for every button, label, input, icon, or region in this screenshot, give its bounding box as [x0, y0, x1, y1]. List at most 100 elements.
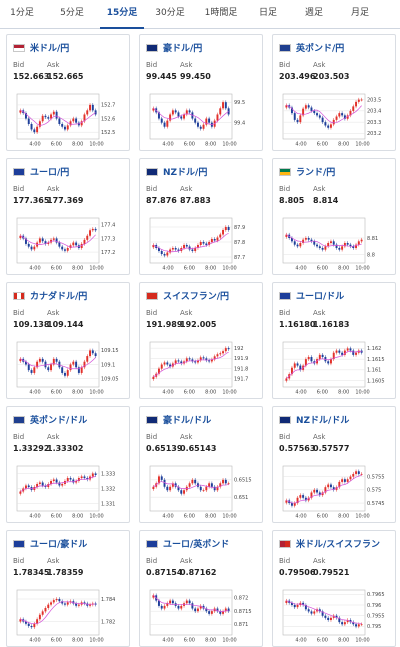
candlestick-chart[interactable]: 0.6515 0.651 4:00 6:00 8:00 10:00 — [146, 463, 258, 519]
currency-pair-label: 英ポンド/円 — [296, 44, 345, 54]
candle-body — [227, 348, 230, 350]
currency-pair-title[interactable]: 英ポンド/円 — [279, 41, 345, 54]
currency-pair-title[interactable]: 豪ドル/ドル — [146, 413, 211, 426]
x-tick-label: 4:00 — [162, 266, 173, 272]
bid-ask-labels: Bid Ask — [279, 309, 347, 317]
flag-icon — [279, 416, 291, 424]
currency-pair-label: ユーロ/円 — [30, 168, 70, 178]
rate-card[interactable]: 米ドル/円 Bid Ask 152.663152.665 152.7 152.6 152.5… — [6, 34, 130, 151]
currency-pair-title[interactable]: NZドル/円 — [146, 165, 207, 178]
plot-frame — [282, 93, 366, 140]
candle-body — [293, 605, 296, 608]
tab-1hour[interactable]: 1時間足 — [204, 8, 238, 18]
candle-body — [75, 603, 78, 606]
candle-body — [210, 611, 213, 614]
candlestick-chart[interactable]: 0.872 0.8715 0.871 4:00 6:00 8:00 10:00 — [146, 587, 258, 643]
x-tick-label: 6:00 — [51, 514, 62, 520]
currency-pair-title[interactable]: 豪ドル/円 — [146, 41, 202, 54]
candlestick-chart[interactable]: 8.81 8.8 4:00 6:00 8:00 10:00 — [279, 215, 391, 271]
y-tick-label: 177.2 — [101, 250, 115, 256]
tab-15min[interactable]: 15分足 — [100, 0, 144, 29]
candle-body — [355, 471, 358, 474]
candlestick-chart[interactable]: 87.9 87.8 87.7 4:00 6:00 8:00 10:00 — [146, 215, 258, 271]
flag-icon — [13, 416, 25, 424]
x-tick-label: 8:00 — [205, 514, 216, 520]
candlestick-chart[interactable]: 99.5 99.4 4:00 6:00 8:00 10:00 — [146, 91, 258, 147]
candle-body — [335, 350, 338, 353]
rate-card[interactable]: カナダドル/円 Bid Ask 109.138109.144 109.15 109.1 10… — [6, 282, 130, 399]
candlestick-chart[interactable]: 203.5 203.4 203.3 203.2 4:00 6:00 8:00 10:00 — [279, 91, 391, 147]
bid-price: 0.65139 — [146, 444, 183, 453]
tab-1min[interactable]: 1分足 — [10, 8, 34, 18]
candle-body — [66, 370, 69, 376]
candle-body — [27, 364, 30, 371]
candle-body — [185, 600, 188, 604]
rate-card[interactable]: 豪ドル/円 Bid Ask 99.445 99.450 99.5 99.4 4:00 6:00 8… — [139, 34, 263, 151]
currency-pair-title[interactable]: カナダドル/円 — [13, 289, 87, 302]
currency-pair-title[interactable]: ユーロ/英ポンド — [146, 537, 229, 550]
candle-body — [355, 101, 358, 107]
candlestick-chart[interactable]: 1.162 1.1615 1.161 1.1605 4:00 6:00 8:00 10:00 — [279, 339, 391, 395]
candle-body — [302, 602, 305, 605]
currency-pair-title[interactable]: ユーロ/豪ドル — [13, 537, 87, 550]
rate-card[interactable]: NZドル/ドル Bid Ask 0.575630.57577 0.5755 0.575 0.… — [272, 406, 396, 523]
currency-pair-title[interactable]: スイスフラン/円 — [146, 289, 229, 302]
rate-card[interactable]: 米ドル/スイスフラン Bid Ask 0.795060.79521 0.7965 0.79… — [272, 530, 396, 647]
candlestick-chart[interactable]: 177.4 177.3 177.2 4:00 6:00 8:00 10:00 — [13, 215, 125, 271]
candle-body — [38, 614, 41, 620]
rate-card[interactable]: スイスフラン/円 Bid Ask 191.989192.005 192 191.9 191.… — [139, 282, 263, 399]
tab-5min[interactable]: 5分足 — [60, 8, 84, 18]
rate-card[interactable]: 英ポンド/ドル Bid Ask 1.332921.33302 1.333 1.332 1.3… — [6, 406, 130, 523]
candlestick-chart[interactable]: 1.333 1.332 1.331 4:00 6:00 8:00 10:00 — [13, 463, 125, 519]
prices: 109.138109.144 — [13, 320, 83, 329]
currency-pair-title[interactable]: ユーロ/ドル — [279, 289, 345, 302]
rate-card[interactable]: 英ポンド/円 Bid Ask 203.496203.503 203.5 203.4 203.… — [272, 34, 396, 151]
rate-card[interactable]: ランド/円 Bid Ask 8.805 8.814 8.81 8.8 4:00 6:00 8:00… — [272, 158, 396, 275]
candle-body — [216, 608, 219, 612]
candle-body — [177, 486, 180, 491]
rate-card[interactable]: ユーロ/英ポンド Bid Ask 0.871540.87162 0.872 0.8715 0… — [139, 530, 263, 647]
candlestick-chart[interactable]: 0.7965 0.796 0.7955 0.795 4:00 6:00 8:00 10:00 — [279, 587, 391, 643]
candle-body — [224, 102, 227, 109]
currency-pair-title[interactable]: ランド/円 — [279, 165, 335, 178]
candle-body — [66, 248, 69, 251]
currency-pair-title[interactable]: ユーロ/円 — [13, 165, 70, 178]
candle-body — [63, 249, 66, 251]
candle-body — [355, 244, 358, 248]
moving-average-line — [20, 476, 96, 492]
tab-30min[interactable]: 30分足 — [155, 8, 185, 18]
currency-pair-title[interactable]: 米ドル/スイスフラン — [279, 537, 380, 550]
candle-body — [191, 479, 194, 484]
ask-label: Ask — [180, 557, 193, 565]
currency-pair-title[interactable]: 米ドル/円 — [13, 41, 69, 54]
y-tick-label: 109.1 — [101, 362, 115, 368]
candle-body — [321, 354, 324, 357]
candle-body — [166, 252, 169, 256]
currency-pair-title[interactable]: 英ポンド/ドル — [13, 413, 87, 426]
candle-body — [166, 486, 169, 491]
candlestick-chart[interactable]: 1.784 1.782 4:00 6:00 8:00 10:00 — [13, 587, 125, 643]
rate-card[interactable]: ユーロ/豪ドル Bid Ask 1.783451.78359 1.784 1.782 4:0… — [6, 530, 130, 647]
tab-weekly[interactable]: 週足 — [304, 8, 323, 18]
candle-body — [360, 239, 363, 242]
candle-body — [41, 115, 44, 122]
candle-body — [24, 238, 27, 244]
rate-card[interactable]: 豪ドル/ドル Bid Ask 0.651390.65143 0.6515 0.651 4:0… — [139, 406, 263, 523]
rate-card[interactable]: NZドル/円 Bid Ask 87.876 87.883 87.9 87.8 87.7 4:00… — [139, 158, 263, 275]
currency-pair-label: ユーロ/ドル — [296, 292, 345, 302]
candlestick-chart[interactable]: 152.7 152.6 152.5 4:00 6:00 8:00 10:00 — [13, 91, 125, 147]
x-tick-label: 8:00 — [72, 266, 83, 272]
candlestick-chart[interactable]: 109.15 109.1 109.05 4:00 6:00 8:00 10:00 — [13, 339, 125, 395]
currency-pair-title[interactable]: NZドル/ドル — [279, 413, 349, 426]
tab-daily[interactable]: 日足 — [258, 8, 277, 18]
rate-card[interactable]: ユーロ/円 Bid Ask 177.365177.369 177.4 177.3 177.2… — [6, 158, 130, 275]
tab-monthly[interactable]: 月足 — [350, 8, 369, 18]
bid-ask-labels: Bid Ask — [279, 61, 347, 69]
rate-card[interactable]: ユーロ/ドル Bid Ask 1.161801.16183 1.162 1.1615 1.1… — [272, 282, 396, 399]
x-tick-label: 10:00 — [355, 514, 369, 520]
candle-body — [360, 99, 363, 101]
candlestick-chart[interactable]: 192 191.9 191.8 191.7 4:00 6:00 8:00 10:00 — [146, 339, 258, 395]
candlestick-chart[interactable]: 0.5755 0.575 0.5745 4:00 6:00 8:00 10:00 — [279, 463, 391, 519]
candle-body — [80, 121, 83, 126]
candle-body — [208, 242, 211, 245]
